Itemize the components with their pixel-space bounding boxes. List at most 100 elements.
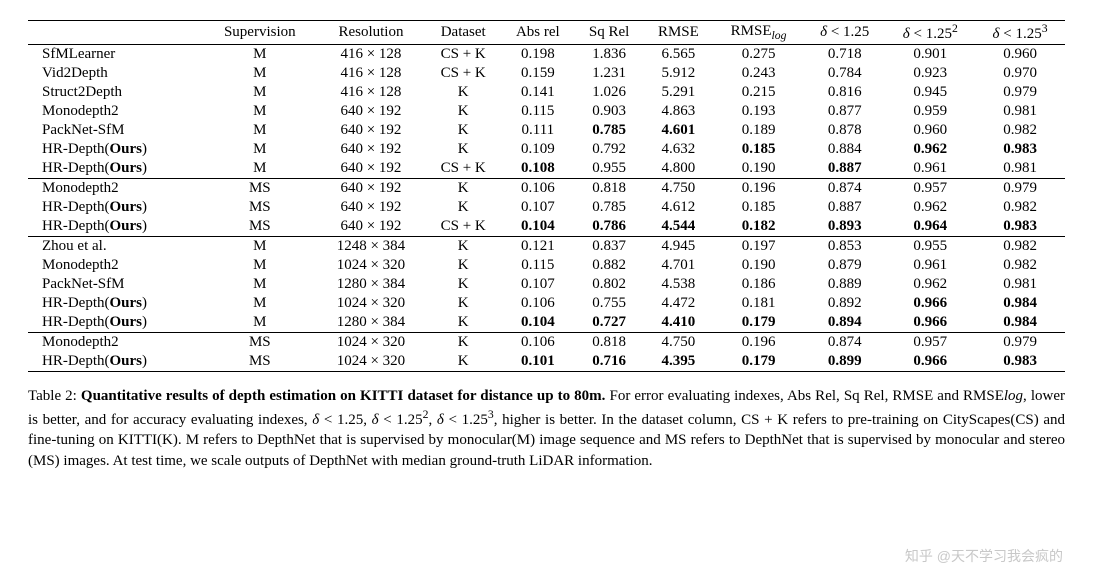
value-cell: 5.291	[644, 83, 714, 102]
value-cell: 1280 × 384	[317, 275, 426, 294]
value-cell: 0.966	[885, 294, 975, 313]
value-cell: 0.959	[885, 102, 975, 121]
value-cell: MS	[203, 198, 316, 217]
value-cell: 0.984	[975, 313, 1065, 333]
value-cell: 0.111	[501, 121, 575, 140]
value-cell: 0.887	[804, 198, 885, 217]
value-cell: 0.141	[501, 83, 575, 102]
value-cell: 0.962	[885, 198, 975, 217]
value-cell: 416 × 128	[317, 45, 426, 65]
value-cell: 0.107	[501, 275, 575, 294]
value-cell: 0.962	[885, 140, 975, 159]
value-cell: 0.243	[713, 64, 804, 83]
value-cell: 1024 × 320	[317, 333, 426, 353]
value-cell: 4.410	[644, 313, 714, 333]
value-cell: 0.193	[713, 102, 804, 121]
method-cell: Zhou et al.	[28, 237, 203, 257]
header-col: RMSElog	[713, 21, 804, 45]
value-cell: 0.185	[713, 140, 804, 159]
value-cell: M	[203, 256, 316, 275]
method-cell: HR-Depth(Ours)	[28, 313, 203, 333]
value-cell: 0.198	[501, 45, 575, 65]
caption-title: Quantitative results of depth estimation…	[81, 388, 606, 404]
value-cell: M	[203, 45, 316, 65]
value-cell: 0.159	[501, 64, 575, 83]
method-cell: PackNet-SfM	[28, 121, 203, 140]
method-cell: Monodepth2	[28, 102, 203, 121]
value-cell: 416 × 128	[317, 64, 426, 83]
value-cell: 0.106	[501, 333, 575, 353]
value-cell: 0.893	[804, 217, 885, 237]
value-cell: 0.982	[975, 198, 1065, 217]
value-cell: 1024 × 320	[317, 256, 426, 275]
value-cell: 0.903	[575, 102, 644, 121]
value-cell: 0.981	[975, 159, 1065, 179]
value-cell: K	[425, 333, 501, 353]
table-row: PackNet-SfMM1280 × 384K0.1070.8024.5380.…	[28, 275, 1065, 294]
value-cell: 0.853	[804, 237, 885, 257]
value-cell: 0.960	[975, 45, 1065, 65]
value-cell: 0.121	[501, 237, 575, 257]
value-cell: M	[203, 237, 316, 257]
value-cell: MS	[203, 217, 316, 237]
value-cell: 4.863	[644, 102, 714, 121]
value-cell: 0.190	[713, 159, 804, 179]
value-cell: 0.957	[885, 179, 975, 199]
value-cell: 0.882	[575, 256, 644, 275]
value-cell: 4.472	[644, 294, 714, 313]
value-cell: 0.197	[713, 237, 804, 257]
value-cell: M	[203, 121, 316, 140]
value-cell: MS	[203, 352, 316, 372]
value-cell: 640 × 192	[317, 102, 426, 121]
value-cell: M	[203, 102, 316, 121]
method-cell: HR-Depth(Ours)	[28, 217, 203, 237]
value-cell: K	[425, 256, 501, 275]
caption-label: Table 2:	[28, 388, 81, 404]
table-row: Monodepth2M640 × 192K0.1150.9034.8630.19…	[28, 102, 1065, 121]
value-cell: 1.836	[575, 45, 644, 65]
value-cell: 0.983	[975, 217, 1065, 237]
value-cell: 0.892	[804, 294, 885, 313]
value-cell: 0.792	[575, 140, 644, 159]
value-cell: 1024 × 320	[317, 352, 426, 372]
value-cell: 0.190	[713, 256, 804, 275]
method-cell: HR-Depth(Ours)	[28, 352, 203, 372]
value-cell: 0.962	[885, 275, 975, 294]
value-cell: 0.982	[975, 237, 1065, 257]
table-row: Zhou et al.M1248 × 384K0.1210.8374.9450.…	[28, 237, 1065, 257]
value-cell: 0.104	[501, 313, 575, 333]
value-cell: 0.115	[501, 256, 575, 275]
value-cell: 0.901	[885, 45, 975, 65]
value-cell: 4.945	[644, 237, 714, 257]
value-cell: 0.718	[804, 45, 885, 65]
table-row: Monodepth2MS640 × 192K0.1060.8184.7500.1…	[28, 179, 1065, 199]
value-cell: MS	[203, 333, 316, 353]
value-cell: 4.395	[644, 352, 714, 372]
value-cell: 0.889	[804, 275, 885, 294]
value-cell: 0.101	[501, 352, 575, 372]
header-row: SupervisionResolutionDatasetAbs relSq Re…	[28, 21, 1065, 45]
value-cell: 640 × 192	[317, 217, 426, 237]
value-cell: 0.923	[885, 64, 975, 83]
header-col: Supervision	[203, 21, 316, 45]
value-cell: MS	[203, 179, 316, 199]
method-cell: SfMLearner	[28, 45, 203, 65]
value-cell: 0.755	[575, 294, 644, 313]
value-cell: 416 × 128	[317, 83, 426, 102]
value-cell: 640 × 192	[317, 121, 426, 140]
table-row: HR-Depth(Ours)MS640 × 192K0.1070.7854.61…	[28, 198, 1065, 217]
value-cell: 0.275	[713, 45, 804, 65]
method-cell: HR-Depth(Ours)	[28, 294, 203, 313]
header-col: Abs rel	[501, 21, 575, 45]
value-cell: 0.874	[804, 179, 885, 199]
value-cell: 1.026	[575, 83, 644, 102]
value-cell: 0.983	[975, 352, 1065, 372]
value-cell: K	[425, 198, 501, 217]
table-row: Monodepth2MS1024 × 320K0.1060.8184.7500.…	[28, 333, 1065, 353]
value-cell: 640 × 192	[317, 198, 426, 217]
value-cell: 4.750	[644, 179, 714, 199]
value-cell: 0.785	[575, 121, 644, 140]
value-cell: 640 × 192	[317, 159, 426, 179]
value-cell: K	[425, 102, 501, 121]
value-cell: 0.179	[713, 352, 804, 372]
